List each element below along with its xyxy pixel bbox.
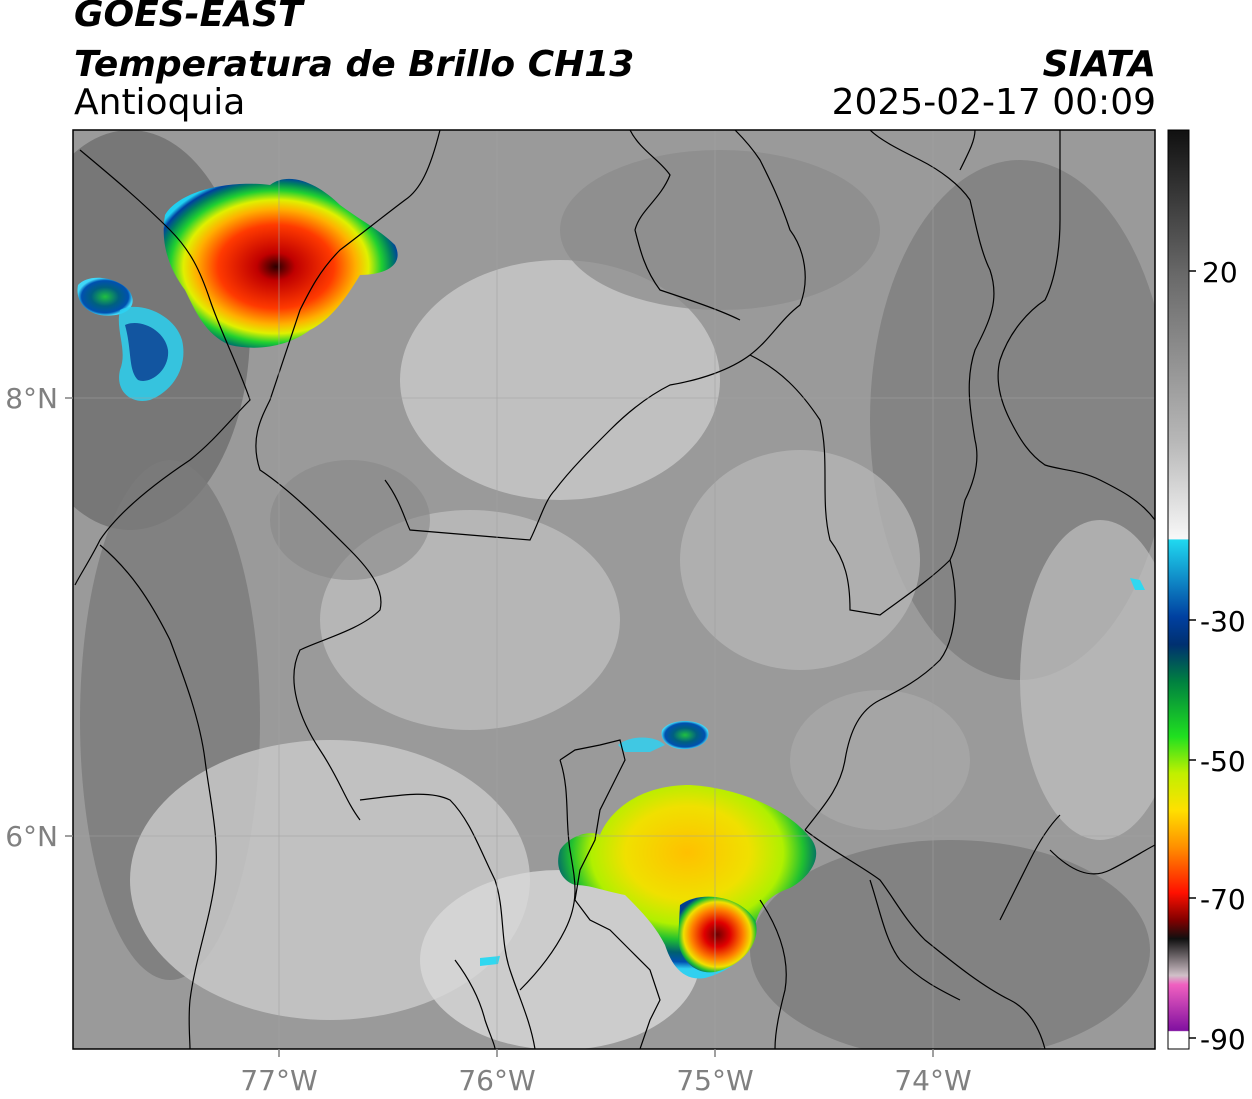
convective-cells <box>77 178 1145 979</box>
colorbar-tick-label: -90 <box>1200 1023 1246 1056</box>
gridlines <box>73 130 1155 1049</box>
x-tick-label: 74°W <box>894 1064 971 1097</box>
brightness-temperature-field <box>73 130 1155 1049</box>
axis-ticks <box>65 397 934 1057</box>
colorbar-tick-label: 20 <box>1202 256 1238 289</box>
y-tick-label: 6°N <box>5 820 58 853</box>
x-tick-label: 76°W <box>458 1064 535 1097</box>
colorbar: 20 -30 -50 -70 -90 <box>1167 129 1246 1056</box>
x-tick-label: 77°W <box>240 1064 317 1097</box>
colorbar-tick-label: -30 <box>1200 605 1246 638</box>
y-tick-label: 8°N <box>5 382 58 415</box>
organization-label: SIATA <box>1042 44 1156 85</box>
product-subtitle: Temperatura de Brillo CH13 <box>74 44 635 85</box>
colorbar-tick-label: -50 <box>1200 745 1246 778</box>
datetime-label: 2025-02-17 00:09 <box>831 82 1156 123</box>
political-boundaries <box>74 130 1155 1049</box>
colorbar-tick-label: -70 <box>1200 883 1246 916</box>
product-title: GOES-EAST <box>74 0 303 35</box>
region-label: Antioquia <box>74 82 246 123</box>
map-frame <box>72 129 1156 1050</box>
x-tick-label: 75°W <box>676 1064 753 1097</box>
